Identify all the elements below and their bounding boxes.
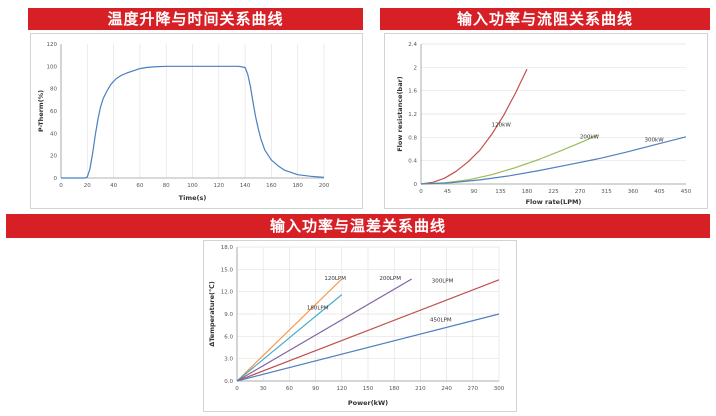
- y-tick-label: 15.0: [221, 267, 234, 273]
- x-tick-label: 90: [471, 189, 478, 195]
- x-tick-label: 240: [441, 386, 452, 392]
- series-label: 200kW: [580, 134, 600, 140]
- series-label: 450LPM: [430, 317, 452, 323]
- banner-power-flow-resistance: 输入功率与流阻关系曲线: [380, 8, 710, 30]
- y-tick-label: 2.4: [408, 42, 417, 48]
- y-tick-label: 1.2: [408, 112, 417, 118]
- x-tick-label: 210: [415, 386, 426, 392]
- x-tick-label: 225: [548, 189, 559, 195]
- x-tick-label: 150: [363, 386, 374, 392]
- y-tick-label: 3.0: [224, 357, 233, 363]
- y-tick-label: 1.6: [408, 89, 417, 95]
- series-line-0: [61, 65, 325, 179]
- x-tick-label: 180: [389, 386, 400, 392]
- x-axis-title: Flow rate(LPM): [526, 198, 582, 206]
- temperature-time-chart: 0 20 40 60 80 100 120 140 160 180 200 0 20 40 60 80 100 1…: [37, 42, 330, 202]
- x-tick-label: 140: [240, 183, 251, 189]
- y-tick-label: 0.8: [408, 135, 417, 141]
- x-tick-label: 180: [522, 189, 533, 195]
- series-line-120kw: [420, 68, 528, 185]
- x-tick-label: 0: [59, 183, 63, 189]
- y-tick-label: 20: [50, 154, 57, 160]
- series-label: 120kW: [492, 122, 512, 128]
- series-line-180lpm: [236, 294, 343, 382]
- x-tick-label: 405: [654, 189, 665, 195]
- banner-temperature-time: 温度升降与时间关系曲线: [28, 8, 363, 30]
- series-label: 120LPM: [324, 276, 346, 282]
- y-tick-label: 6.0: [224, 334, 233, 340]
- x-tick-label: 80: [163, 183, 170, 189]
- series-label: 180LPM: [307, 306, 329, 312]
- x-tick-label: 90: [312, 386, 319, 392]
- y-tick-label: 0.0: [224, 379, 233, 385]
- y-tick-label: 0: [414, 182, 418, 188]
- x-tick-label: 120: [214, 183, 225, 189]
- chart-panel-temperature-difference: 0 30 60 90 120 150 180 210 240 270 300 0.0 3.0 6.0 9.0…: [203, 240, 517, 412]
- x-tick-label: 20: [84, 183, 91, 189]
- x-tick-label: 450: [681, 189, 692, 195]
- series-line-450lpm: [236, 313, 500, 382]
- y-tick-label: 2: [414, 65, 418, 71]
- y-tick-label: 60: [50, 109, 57, 115]
- x-tick-label: 300: [494, 386, 505, 392]
- series-line-120lpm: [236, 278, 343, 382]
- y-tick-label: 0: [54, 176, 58, 182]
- x-tick-label: 100: [187, 183, 198, 189]
- series-line-300kw: [420, 136, 687, 185]
- x-tick-label: 0: [235, 386, 239, 392]
- flow-resistance-chart: 0 45 90 135 180 225 270 315 360 405 450 0 0.4 0.8 1.2 1…: [396, 42, 692, 206]
- x-tick-label: 270: [575, 189, 586, 195]
- x-tick-label: 135: [495, 189, 506, 195]
- chart-panel-flow-resistance: 0 45 90 135 180 225 270 315 360 405 450 0 0.4 0.8 1.2 1…: [384, 33, 708, 209]
- x-tick-label: 270: [468, 386, 479, 392]
- x-tick-label: 160: [266, 183, 277, 189]
- y-axis-title: P-Therm(%): [37, 90, 45, 132]
- x-axis-title: Power(kW): [348, 399, 388, 407]
- y-axis-title: Flow resistance(bar): [396, 76, 404, 152]
- y-tick-label: 80: [50, 87, 57, 93]
- x-axis-title: Time(s): [179, 194, 207, 202]
- y-tick-label: 9.0: [224, 312, 233, 318]
- chart-panel-temperature-time: 0 20 40 60 80 100 120 140 160 180 200 0 20 40 60 80 100 1…: [30, 33, 363, 209]
- y-tick-label: 12.0: [221, 290, 234, 296]
- x-tick-label: 180: [292, 183, 303, 189]
- series-line-200kw: [420, 134, 598, 185]
- x-tick-label: 360: [628, 189, 639, 195]
- x-tick-label: 120: [337, 386, 348, 392]
- banner-power-temperature-difference: 输入功率与温差关系曲线: [6, 214, 710, 238]
- x-tick-label: 0: [419, 189, 423, 195]
- y-tick-label: 120: [47, 42, 58, 48]
- series-label: 300LPM: [432, 279, 454, 285]
- y-axis-title: ΔTemperature(℃): [208, 281, 216, 347]
- y-tick-label: 0.4: [408, 159, 417, 165]
- x-tick-label: 45: [444, 189, 451, 195]
- y-tick-label: 40: [50, 131, 57, 137]
- x-tick-label: 60: [286, 386, 293, 392]
- x-tick-label: 60: [136, 183, 143, 189]
- x-tick-label: 315: [601, 189, 612, 195]
- temperature-difference-chart: 0 30 60 90 120 150 180 210 240 270 300 0.0 3.0 6.0 9.0…: [208, 245, 505, 407]
- x-tick-label: 30: [260, 386, 267, 392]
- y-tick-label: 100: [47, 64, 58, 70]
- series-line-200lpm: [236, 278, 413, 382]
- y-tick-label: 18.0: [221, 245, 234, 251]
- series-label: 200LPM: [379, 276, 401, 282]
- x-tick-label: 200: [319, 183, 330, 189]
- series-label: 300kW: [645, 137, 665, 143]
- series-line-300lpm: [236, 279, 500, 382]
- x-tick-label: 40: [110, 183, 117, 189]
